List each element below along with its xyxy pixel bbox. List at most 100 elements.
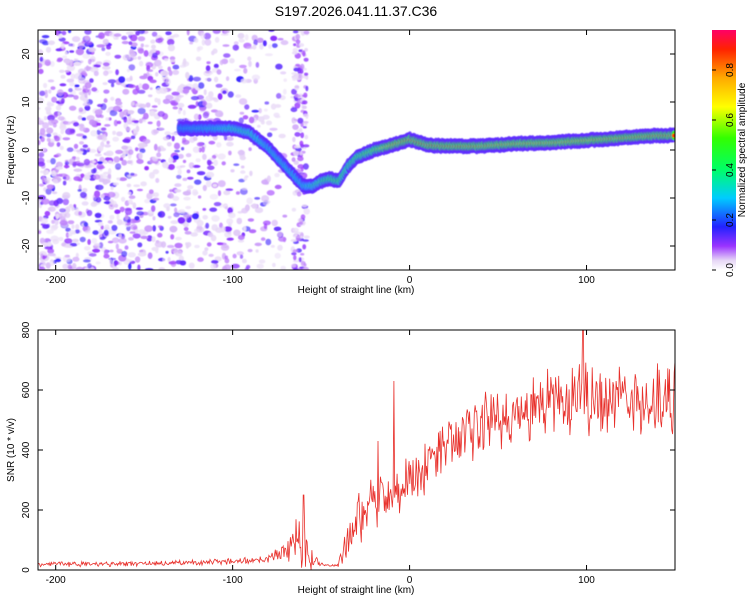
- noise-speckle: [111, 237, 120, 244]
- noise-speckle: [88, 253, 97, 257]
- ridge-core: [672, 133, 675, 138]
- noise-speckle: [251, 203, 258, 209]
- noise-speckle: [297, 117, 304, 124]
- noise-speckle: [292, 227, 299, 233]
- snr-x-ticks: -200 -100 0 100: [46, 330, 595, 586]
- noise-speckle: [41, 198, 50, 205]
- noise-speckle: [282, 237, 287, 243]
- noise-speckle: [103, 249, 109, 256]
- noise-speckle: [109, 109, 118, 117]
- noise-speckle: [113, 33, 122, 37]
- noise-speckle: [174, 97, 180, 103]
- noise-speckle: [300, 166, 304, 172]
- noise-speckle: [86, 115, 95, 121]
- noise-speckle: [225, 136, 234, 141]
- noise-speckle: [197, 195, 202, 199]
- noise-speckle: [47, 248, 55, 254]
- noise-speckle: [46, 137, 51, 142]
- noise-speckle: [118, 261, 122, 266]
- noise-speckle: [303, 121, 309, 124]
- noise-speckle: [194, 244, 200, 249]
- noise-speckle: [178, 209, 186, 215]
- noise-speckle: [185, 242, 190, 249]
- noise-speckle: [270, 244, 275, 248]
- noise-speckle: [156, 152, 162, 158]
- noise-speckle: [121, 35, 128, 41]
- noise-speckle: [270, 35, 278, 41]
- noise-speckle: [167, 256, 171, 263]
- noise-speckle: [82, 102, 91, 107]
- noise-speckle: [174, 183, 182, 188]
- noise-speckle: [265, 238, 272, 246]
- noise-speckle: [89, 78, 94, 83]
- noise-speckle: [100, 194, 105, 199]
- noise-speckle: [50, 158, 56, 165]
- noise-speckle: [44, 106, 52, 112]
- noise-speckle: [94, 212, 102, 218]
- noise-speckle: [38, 266, 46, 270]
- noise-speckle: [244, 104, 250, 110]
- noise-speckle: [38, 118, 45, 125]
- noise-speckle: [291, 157, 296, 162]
- noise-speckle: [121, 250, 128, 258]
- noise-speckle: [168, 70, 173, 76]
- noise-speckle: [82, 188, 88, 193]
- noise-speckle: [275, 63, 283, 70]
- noise-speckle: [240, 170, 246, 174]
- noise-speckle: [100, 225, 104, 230]
- noise-speckle: [214, 36, 220, 43]
- noise-speckle: [303, 123, 308, 126]
- noise-speckle: [277, 230, 283, 238]
- noise-speckle: [79, 126, 86, 132]
- noise-speckle: [96, 122, 101, 126]
- noise-speckle: [63, 58, 71, 64]
- noise-speckle: [113, 182, 119, 186]
- noise-speckle: [231, 263, 240, 269]
- noise-speckle: [129, 75, 133, 81]
- noise-speckle: [95, 261, 101, 265]
- noise-speckle: [172, 196, 180, 201]
- y-tick-label: 20: [21, 48, 32, 60]
- noise-speckle: [137, 48, 144, 54]
- noise-speckle: [299, 68, 304, 74]
- noise-speckle: [246, 197, 253, 205]
- noise-speckle: [131, 101, 135, 106]
- noise-speckle: [280, 40, 289, 46]
- x-tick-label: -200: [46, 275, 66, 286]
- noise-speckle: [146, 192, 153, 200]
- colorbar: 0.0 0.2 0.4 0.6 0.8 Normalized spectral ampl…: [712, 30, 748, 277]
- noise-speckle: [224, 206, 229, 210]
- noise-speckle: [118, 76, 126, 84]
- noise-speckle: [133, 120, 139, 124]
- snr-y-label: SNR (10 * v/v): [6, 418, 17, 482]
- noise-speckle: [291, 263, 297, 268]
- noise-speckle: [41, 217, 48, 224]
- noise-speckle: [226, 237, 234, 241]
- noise-speckle: [148, 172, 155, 179]
- noise-speckle: [247, 248, 253, 253]
- noise-speckle: [302, 244, 307, 250]
- noise-speckle: [192, 189, 198, 196]
- noise-speckle: [64, 51, 68, 55]
- noise-speckle: [147, 69, 154, 72]
- noise-speckle: [86, 209, 93, 217]
- noise-speckle: [84, 35, 90, 40]
- noise-speckle: [132, 88, 139, 95]
- noise-speckle: [253, 39, 258, 46]
- noise-speckle: [132, 233, 141, 239]
- noise-speckle: [277, 37, 284, 41]
- noise-speckle: [73, 168, 83, 172]
- noise-speckle: [115, 149, 123, 155]
- noise-speckle: [267, 132, 273, 138]
- noise-speckle: [157, 111, 165, 117]
- noise-speckle: [178, 153, 184, 159]
- noise-speckle: [42, 122, 50, 129]
- noise-speckle: [74, 58, 79, 63]
- noise-speckle: [207, 232, 214, 238]
- noise-speckle: [233, 229, 241, 237]
- noise-speckle: [182, 191, 192, 196]
- noise-speckle: [169, 225, 178, 233]
- noise-speckle: [74, 72, 82, 80]
- noise-speckle: [157, 98, 161, 106]
- noise-speckle: [266, 175, 271, 183]
